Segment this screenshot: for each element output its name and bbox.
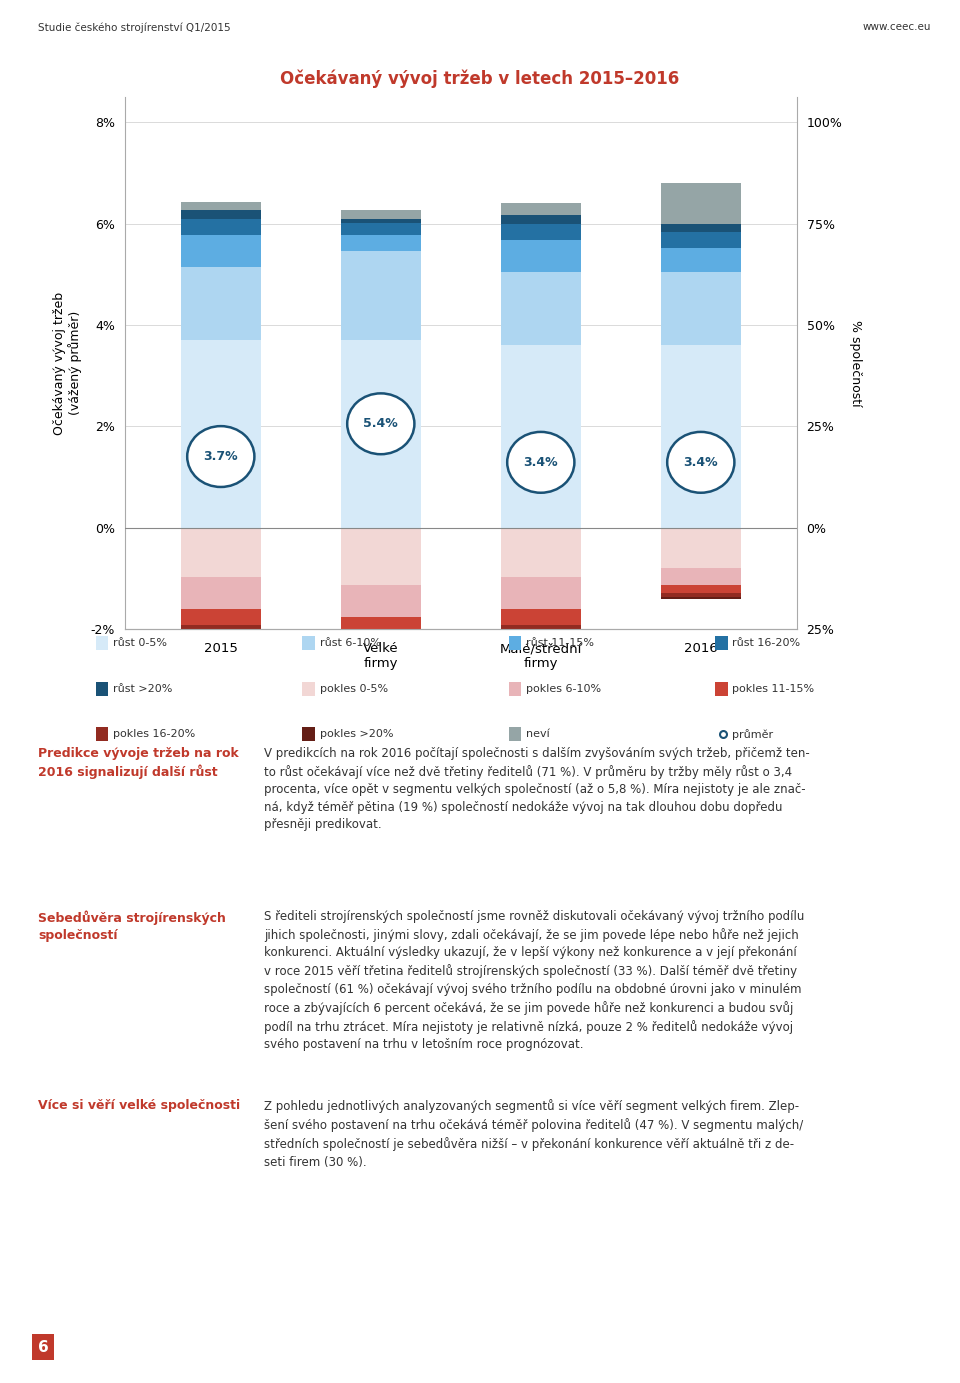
Bar — [501, 239, 581, 272]
Bar — [180, 202, 261, 210]
Bar — [180, 235, 261, 267]
Text: růst >20%: růst >20% — [113, 683, 173, 694]
Bar — [180, 625, 261, 633]
Bar — [341, 633, 420, 638]
Text: Sebedůvěra strojírenských
společností: Sebedůvěra strojírenských společností — [38, 910, 227, 942]
Ellipse shape — [187, 426, 254, 487]
Bar — [660, 248, 741, 272]
Text: 5.4%: 5.4% — [364, 418, 398, 430]
Bar — [180, 577, 261, 609]
Bar — [341, 528, 420, 585]
Text: pokles 11-15%: pokles 11-15% — [732, 683, 815, 694]
Bar — [341, 340, 420, 528]
Bar — [660, 593, 741, 597]
Bar — [660, 183, 741, 224]
Bar — [501, 203, 581, 216]
Text: pokles 6-10%: pokles 6-10% — [526, 683, 601, 694]
Text: růst 11-15%: růst 11-15% — [526, 638, 594, 649]
Text: Očekávaný vývoj tržeb v letech 2015–2016: Očekávaný vývoj tržeb v letech 2015–2016 — [280, 69, 680, 87]
Bar — [660, 346, 741, 528]
Bar — [660, 528, 741, 568]
Text: Studie českého strojírenství Q1/2015: Studie českého strojírenství Q1/2015 — [38, 22, 231, 33]
Text: růst 6-10%: růst 6-10% — [320, 638, 381, 649]
Text: V predikcích na rok 2016 počítají společnosti s dalším zvyšováním svých tržeb, p: V predikcích na rok 2016 počítají společ… — [264, 747, 809, 831]
Bar — [341, 210, 420, 219]
Ellipse shape — [348, 393, 415, 454]
Bar — [341, 235, 420, 250]
Text: www.ceec.eu: www.ceec.eu — [863, 22, 931, 32]
Text: pokles 16-20%: pokles 16-20% — [113, 729, 196, 740]
Bar — [660, 568, 741, 585]
Text: Predikce vývoje tržeb na rok
2016 signalizují další růst: Predikce vývoje tržeb na rok 2016 signal… — [38, 747, 239, 779]
Bar — [660, 585, 741, 593]
Text: 3.4%: 3.4% — [684, 456, 718, 469]
Bar — [501, 625, 581, 633]
Y-axis label: Očekávaný vývoj tržeb
(vážený průměr): Očekávaný vývoj tržeb (vážený průměr) — [53, 292, 83, 434]
Bar — [180, 219, 261, 235]
Bar — [501, 224, 581, 239]
Text: růst 0-5%: růst 0-5% — [113, 638, 167, 649]
Bar — [660, 272, 741, 346]
Text: 3.7%: 3.7% — [204, 449, 238, 463]
Bar — [660, 224, 741, 232]
Text: 6: 6 — [37, 1340, 49, 1354]
Text: růst 16-20%: růst 16-20% — [732, 638, 801, 649]
Text: neví: neví — [526, 729, 550, 740]
Bar — [501, 272, 581, 346]
Bar — [180, 528, 261, 577]
Bar — [501, 577, 581, 609]
Text: pokles 0-5%: pokles 0-5% — [320, 683, 388, 694]
Bar — [341, 585, 420, 617]
Bar — [341, 250, 420, 340]
Text: Z pohledu jednotlivých analyzovaných segmentů si více věří segment velkých firem: Z pohledu jednotlivých analyzovaných seg… — [264, 1099, 804, 1169]
Bar — [180, 633, 261, 638]
Text: průměr: průměr — [732, 729, 774, 740]
Bar — [501, 528, 581, 577]
Bar — [180, 340, 261, 528]
Bar — [501, 216, 581, 224]
Bar — [660, 232, 741, 248]
Text: S řediteli strojírenských společností jsme rovněž diskutovali očekávaný vývoj tr: S řediteli strojírenských společností js… — [264, 910, 804, 1051]
Bar — [660, 597, 741, 599]
Y-axis label: % společností: % společností — [849, 319, 862, 407]
Ellipse shape — [667, 431, 734, 492]
Bar — [501, 609, 581, 625]
Bar — [180, 609, 261, 625]
Bar — [341, 223, 420, 235]
Text: Více si věří velké společnosti: Více si věří velké společnosti — [38, 1099, 241, 1112]
Text: 3.4%: 3.4% — [523, 456, 558, 469]
Bar — [341, 629, 420, 633]
Text: pokles >20%: pokles >20% — [320, 729, 394, 740]
Bar — [180, 210, 261, 219]
Bar — [501, 633, 581, 638]
Bar — [341, 617, 420, 629]
Bar — [341, 219, 420, 223]
Bar — [501, 346, 581, 528]
Bar — [180, 267, 261, 340]
Ellipse shape — [507, 431, 574, 492]
